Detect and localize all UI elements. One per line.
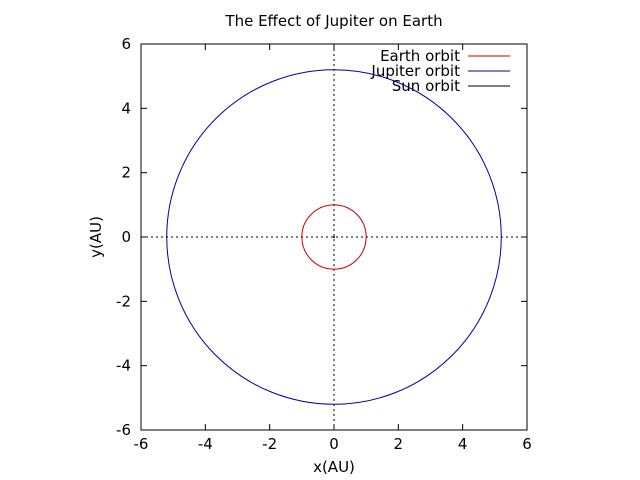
y-tick-label-4: 2 (121, 164, 131, 182)
x-axis-label: x(AU) (313, 458, 355, 476)
y-tick-label-2: -2 (116, 292, 131, 310)
x-tick-label-4: 2 (394, 435, 404, 453)
x-tick-label-6: 6 (522, 435, 532, 453)
y-tick-label-1: -4 (116, 357, 131, 375)
y-tick-label-0: -6 (116, 421, 131, 439)
y-tick-label-5: 4 (121, 99, 131, 117)
legend-label-2: Sun orbit (392, 77, 460, 95)
series-line-2 (333, 236, 335, 238)
y-tick-label-3: 0 (121, 228, 131, 246)
legend-label-1: Jupiter orbit (370, 62, 460, 80)
series-line-1 (166, 69, 502, 405)
x-tick-label-1: -4 (198, 435, 213, 453)
y-axis-label: y(AU) (87, 216, 105, 258)
y-tick-label-6: 6 (121, 35, 131, 53)
x-tick-label-5: 4 (458, 435, 468, 453)
x-tick-label-2: -2 (262, 435, 277, 453)
ticks: -6 -4 -2 0 2 4 6 -6 -4 -2 0 2 4 6 (116, 35, 532, 453)
zero-axes (141, 44, 527, 430)
series-line-0 (301, 204, 367, 270)
legend-label-0: Earth orbit (380, 47, 460, 65)
chart-title: The Effect of Jupiter on Earth (224, 12, 442, 30)
x-tick-label-3: 0 (329, 435, 339, 453)
x-tick-label-0: -6 (134, 435, 149, 453)
series-layer (166, 69, 502, 405)
